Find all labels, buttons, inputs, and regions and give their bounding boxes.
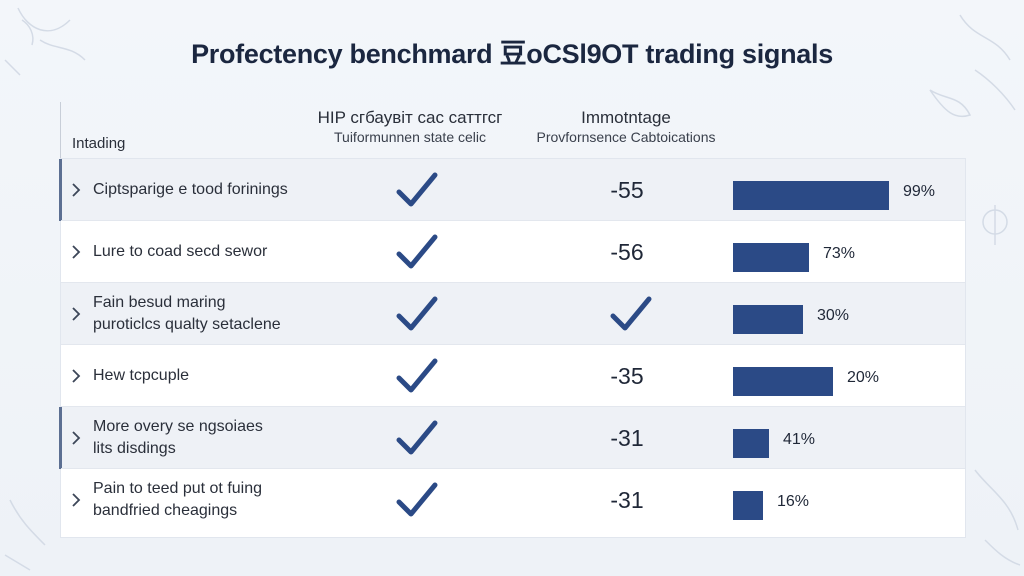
row-label-line: lits disdings	[93, 440, 176, 457]
row-label-line: Lure to coad secd sewor	[93, 243, 268, 260]
bar-label: 73%	[823, 245, 856, 262]
row-accent	[59, 159, 62, 221]
row-label-line: Ciptsparigе e tood forinings	[93, 181, 288, 198]
check-icon	[396, 420, 438, 455]
row-accent	[59, 407, 62, 469]
row-divider	[61, 220, 965, 221]
row-label-line: Pain to teed put ot fuing	[93, 480, 263, 497]
table-row[interactable]: Fain besud maring puroticlcs qualty setac…	[61, 283, 965, 345]
check-icon	[610, 296, 652, 331]
row-divider	[61, 282, 965, 283]
row-label: Fain besud maring puroticlcs qualty setac…	[93, 283, 353, 345]
bar-label: 30%	[817, 307, 850, 324]
chevron-right-icon[interactable]	[71, 430, 81, 446]
row-label-line: More overy se ngsoiaes	[93, 418, 263, 435]
row-divider	[61, 468, 965, 469]
table-row[interactable]: Lure to coad secd sewor -56 73%	[61, 221, 965, 283]
row-label: More overy se ngsoiaes lits disdings	[93, 407, 353, 469]
chevron-right-icon[interactable]	[71, 368, 81, 384]
header-col1: HIP сгбаувіт сас саттгсг Tuiformunnen st…	[300, 108, 520, 146]
header-divider	[60, 102, 61, 158]
bar-label: 16%	[777, 493, 810, 510]
header-col2-main: Immotntage	[581, 108, 671, 127]
bar-label: 20%	[847, 369, 880, 386]
header-col2: Immotntage Provfornsence Cabtoications	[516, 108, 736, 146]
header-col2-sub: Provfornsence Cabtoications	[536, 129, 716, 145]
metric-value: -55	[610, 176, 644, 203]
table-row[interactable]: Hew tcpcuple -35 20%	[61, 345, 965, 407]
check-icon	[396, 234, 438, 269]
metric-value: -31	[610, 486, 644, 513]
row-label-line: Hew tcpcuple	[93, 367, 190, 384]
row-divider	[61, 344, 965, 345]
chevron-right-icon[interactable]	[71, 492, 81, 508]
check-icon	[396, 482, 438, 517]
row-divider	[61, 406, 965, 407]
benchmark-table: Ciptsparigе e tood forinings -55 99% Lure t…	[59, 158, 966, 538]
bar	[733, 367, 833, 396]
check-icon	[396, 172, 438, 207]
table-row[interactable]: More overy se ngsoiaes lits disdings -31 41…	[59, 407, 965, 469]
row-label: Hew tcpcuple	[93, 345, 353, 407]
row-label-line: bandfried cheagings	[93, 502, 238, 519]
bar	[733, 491, 763, 520]
bar	[733, 429, 769, 458]
metric-value: -31	[610, 424, 644, 451]
bar	[733, 305, 803, 334]
chevron-right-icon[interactable]	[71, 244, 81, 260]
check-icon	[396, 296, 438, 331]
row-label-line: puroticlcs qualty setaclene	[93, 316, 281, 333]
header-col1-sub: Tuiformunnen state celic	[334, 129, 486, 145]
metric-value: -35	[610, 362, 644, 389]
row-label: Lure to coad secd sewor	[93, 221, 353, 283]
bar	[733, 181, 889, 210]
header-row-label: Intading	[72, 135, 126, 152]
header-col1-main: HIP сгбаувіт сас саттгсг	[317, 108, 503, 127]
bar-label: 99%	[903, 183, 936, 200]
table-row[interactable]: Ciptsparigе e tood forinings -55 99%	[59, 159, 965, 221]
row-label: Pain to teed put ot fuing bandfried cheag…	[93, 469, 353, 531]
metric-value: -56	[610, 238, 644, 265]
page-title: Profectency benchmard ⾖oCSl9OT trading s…	[191, 39, 833, 69]
table-row[interactable]: Pain to teed put ot fuing bandfried cheag…	[61, 469, 965, 531]
chevron-right-icon[interactable]	[71, 182, 81, 198]
row-label: Ciptsparigе e tood forinings	[93, 159, 353, 221]
bar	[733, 243, 809, 272]
bar-label: 41%	[783, 431, 816, 448]
check-icon	[396, 358, 438, 393]
chevron-right-icon[interactable]	[71, 306, 81, 322]
row-label-line: Fain besud maring	[93, 294, 226, 311]
